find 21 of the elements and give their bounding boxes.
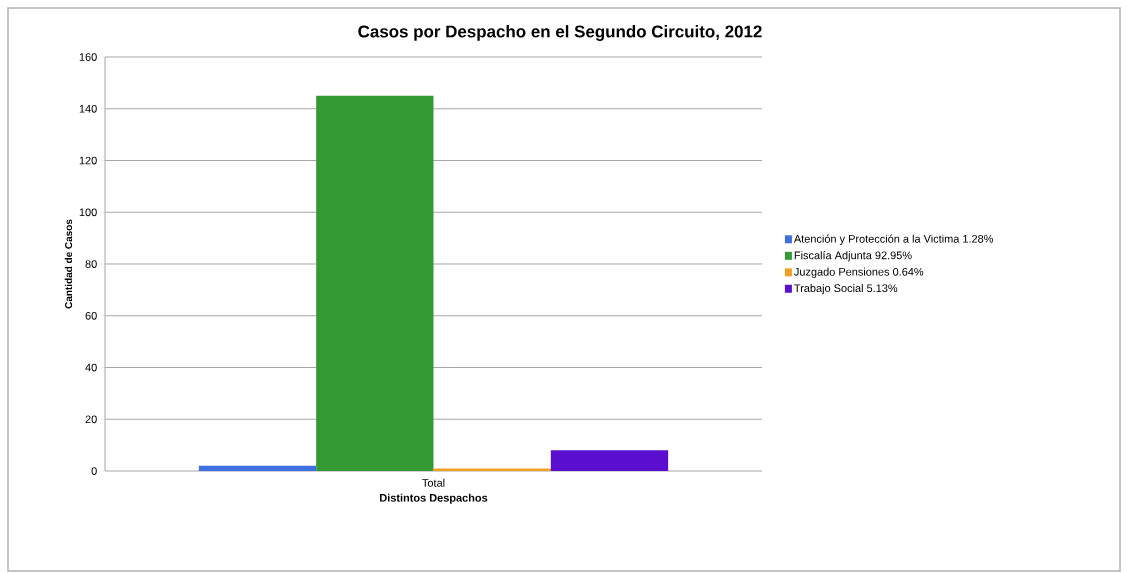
legend-label: Trabajo Social 5.13% <box>794 284 898 295</box>
legend-label: Atención y Protección a la Victima 1.28% <box>793 234 994 245</box>
y-tick-label: 120 <box>79 156 97 165</box>
y-axis-title: Cantidad de Casos <box>64 219 73 309</box>
y-tick-label: 140 <box>79 104 97 113</box>
legend-label: Juzgado Pensiones 0.64% <box>794 267 924 278</box>
y-tick-label: 60 <box>85 311 97 320</box>
y-tick-label: 80 <box>85 260 97 268</box>
y-tick-label: 40 <box>85 363 97 372</box>
x-tick-label: Total <box>422 478 445 487</box>
legend-label: Fiscalía Adjunta 92.95% <box>794 251 912 262</box>
bar <box>198 465 317 471</box>
y-tick-label: 160 <box>79 53 97 61</box>
y-tick-label: 20 <box>85 415 97 424</box>
y-tick-label: 100 <box>79 208 97 217</box>
x-axis-title: Distintos Despachos <box>380 493 488 504</box>
bar <box>550 450 669 471</box>
bar <box>316 95 434 471</box>
chart-title: Casos por Despacho en el Segundo Circuito, 2012 <box>358 25 762 41</box>
bar <box>433 468 551 471</box>
y-tick-label: 0 <box>91 467 97 475</box>
